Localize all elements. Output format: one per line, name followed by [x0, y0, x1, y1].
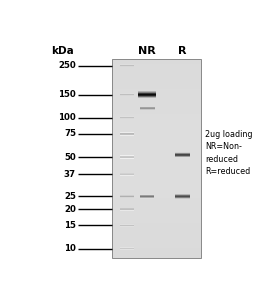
Bar	[112, 248, 201, 253]
Bar	[112, 143, 201, 148]
Bar	[112, 223, 201, 228]
Bar	[138, 96, 156, 97]
Text: 37: 37	[64, 169, 76, 178]
Bar	[112, 69, 201, 74]
Bar	[112, 104, 201, 109]
Bar	[112, 233, 201, 238]
Text: NR: NR	[138, 46, 156, 56]
Bar	[112, 168, 201, 173]
Bar	[112, 64, 201, 69]
Bar	[112, 198, 201, 203]
Bar	[112, 208, 201, 213]
Bar	[112, 183, 201, 188]
Bar	[112, 188, 201, 193]
Text: kDa: kDa	[51, 46, 73, 56]
Bar	[112, 253, 201, 258]
Bar	[112, 109, 201, 114]
Bar	[112, 218, 201, 223]
Bar	[112, 89, 201, 94]
Bar	[112, 84, 201, 89]
Text: 2ug loading
NR=Non-
reduced
R=reduced: 2ug loading NR=Non- reduced R=reduced	[205, 130, 252, 176]
Bar	[112, 99, 201, 104]
Bar	[112, 173, 201, 178]
Bar	[112, 114, 201, 119]
Bar	[112, 213, 201, 218]
Bar	[112, 164, 201, 168]
Bar	[138, 92, 156, 93]
Bar	[112, 124, 201, 129]
Text: 100: 100	[58, 113, 76, 122]
Bar	[138, 95, 156, 96]
Bar	[112, 158, 201, 164]
Text: 75: 75	[64, 130, 76, 139]
Bar	[112, 119, 201, 124]
Bar	[112, 228, 201, 233]
Text: 20: 20	[64, 205, 76, 214]
Bar	[138, 94, 156, 95]
Bar	[112, 139, 201, 143]
Bar	[112, 129, 201, 134]
Bar	[112, 74, 201, 79]
Bar	[112, 243, 201, 248]
Bar	[112, 79, 201, 84]
Bar	[112, 134, 201, 139]
Bar	[112, 94, 201, 99]
Text: 50: 50	[64, 152, 76, 161]
Bar	[112, 59, 201, 64]
Bar	[112, 148, 201, 154]
Bar	[112, 154, 201, 158]
Bar	[138, 91, 156, 92]
Bar	[112, 238, 201, 243]
Text: 250: 250	[58, 61, 76, 70]
Text: R: R	[178, 46, 187, 56]
Bar	[112, 203, 201, 208]
Bar	[138, 97, 156, 98]
Bar	[138, 93, 156, 94]
Text: 15: 15	[64, 221, 76, 230]
Text: 10: 10	[64, 244, 76, 253]
Text: 25: 25	[64, 192, 76, 201]
Bar	[112, 178, 201, 183]
Bar	[112, 193, 201, 198]
Text: 150: 150	[58, 90, 76, 99]
